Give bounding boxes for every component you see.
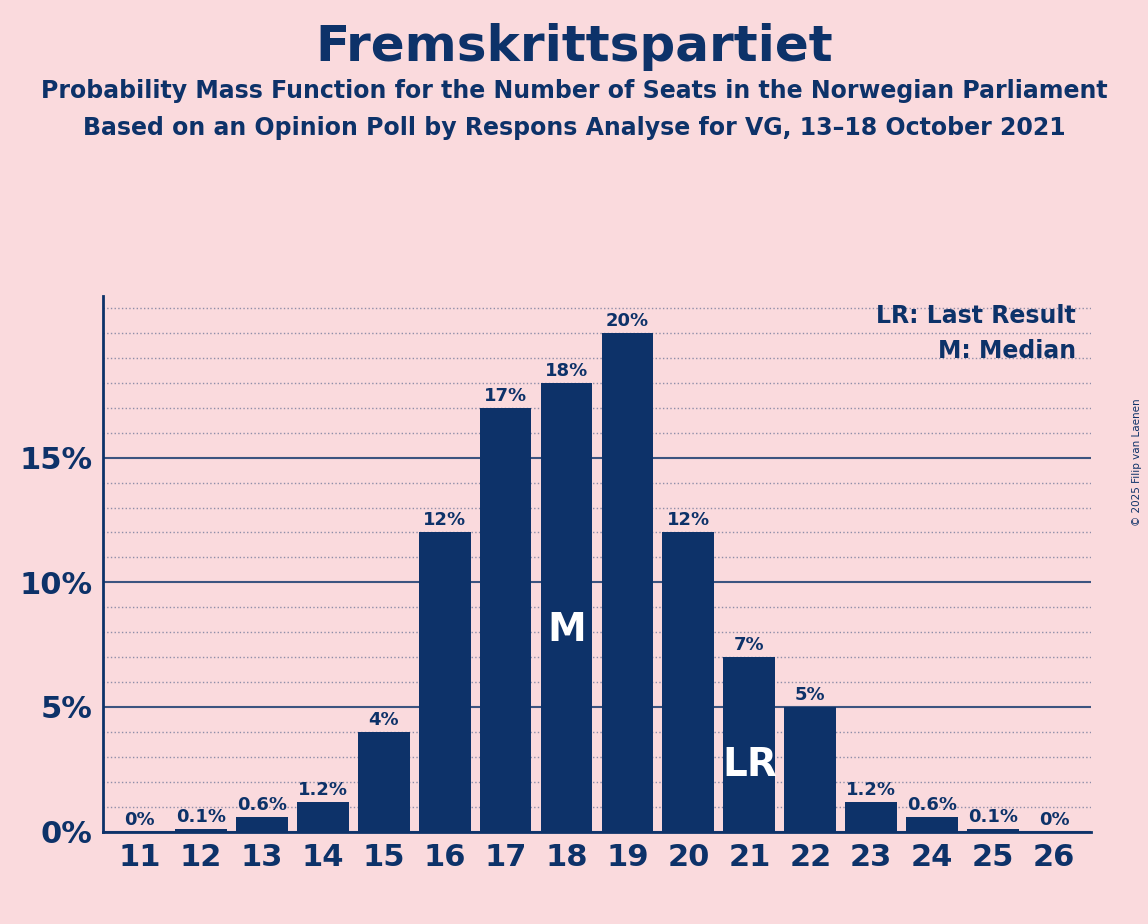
- Text: © 2025 Filip van Laenen: © 2025 Filip van Laenen: [1132, 398, 1142, 526]
- Bar: [541, 383, 592, 832]
- Text: 12%: 12%: [667, 512, 709, 529]
- Bar: [662, 532, 714, 832]
- Bar: [723, 657, 775, 832]
- Bar: [174, 829, 226, 832]
- Text: M: Median: M: Median: [938, 338, 1076, 362]
- Text: Fremskrittspartiet: Fremskrittspartiet: [316, 23, 832, 71]
- Text: 7%: 7%: [734, 636, 765, 654]
- Text: 0%: 0%: [1039, 810, 1069, 829]
- Text: 0.1%: 0.1%: [176, 808, 226, 826]
- Text: 0.6%: 0.6%: [236, 796, 287, 814]
- Text: 1.2%: 1.2%: [846, 781, 897, 798]
- Bar: [906, 817, 959, 832]
- Text: Probability Mass Function for the Number of Seats in the Norwegian Parliament: Probability Mass Function for the Number…: [40, 79, 1108, 103]
- Bar: [967, 829, 1019, 832]
- Bar: [297, 802, 349, 832]
- Text: 0.1%: 0.1%: [968, 808, 1018, 826]
- Text: 12%: 12%: [424, 512, 466, 529]
- Bar: [419, 532, 471, 832]
- Text: 20%: 20%: [606, 312, 649, 330]
- Bar: [480, 407, 532, 832]
- Text: 0.6%: 0.6%: [907, 796, 957, 814]
- Text: 4%: 4%: [369, 711, 400, 729]
- Text: 1.2%: 1.2%: [297, 781, 348, 798]
- Text: 0%: 0%: [125, 810, 155, 829]
- Text: Based on an Opinion Poll by Respons Analyse for VG, 13–18 October 2021: Based on an Opinion Poll by Respons Anal…: [83, 116, 1065, 140]
- Text: LR: LR: [722, 747, 777, 784]
- Text: LR: Last Result: LR: Last Result: [876, 304, 1076, 328]
- Bar: [358, 732, 410, 832]
- Text: 5%: 5%: [794, 686, 825, 704]
- Text: 17%: 17%: [484, 387, 527, 405]
- Bar: [235, 817, 288, 832]
- Text: 18%: 18%: [545, 362, 588, 380]
- Text: M: M: [548, 611, 585, 649]
- Bar: [602, 333, 653, 832]
- Bar: [784, 707, 836, 832]
- Bar: [845, 802, 897, 832]
